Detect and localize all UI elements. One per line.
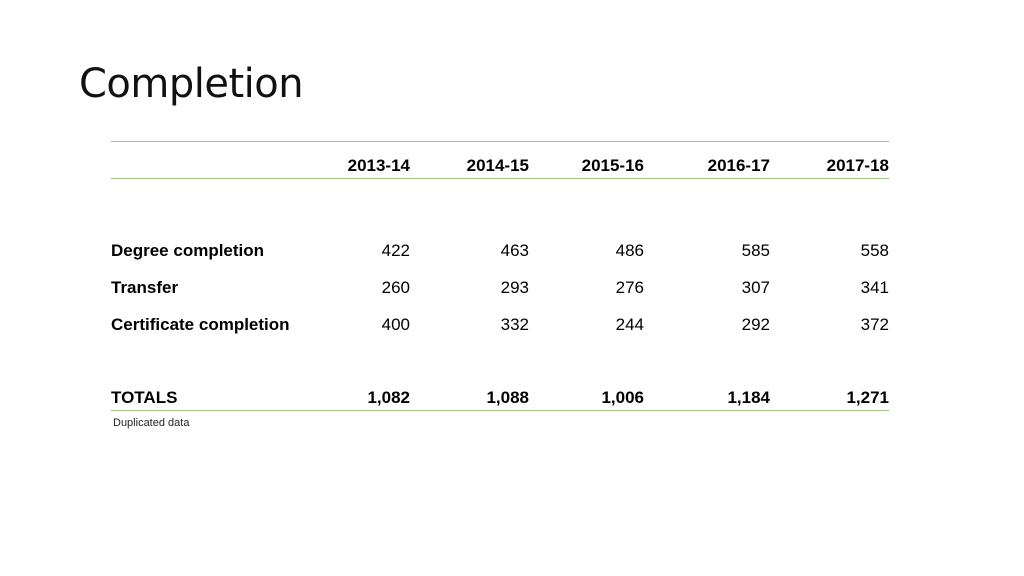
column-header: 2017-18 — [826, 156, 889, 175]
table-row: Transfer 260 293 276 307 341 — [111, 276, 889, 300]
column-header: 2016-17 — [707, 156, 770, 175]
total-cell: 1,082 — [367, 388, 410, 407]
table-cell: 260 — [381, 278, 410, 297]
table-cell: 293 — [500, 278, 529, 297]
table-bottom-rule — [111, 410, 889, 411]
table-cell: 486 — [615, 241, 644, 260]
slide-title: Completion — [79, 61, 304, 107]
table-cell: 341 — [860, 278, 889, 297]
table-cell: 422 — [381, 241, 410, 260]
table-cell: 332 — [500, 315, 529, 334]
table-cell: 558 — [860, 241, 889, 260]
total-cell: 1,088 — [486, 388, 529, 407]
table-header-row: 2013-14 2014-15 2015-16 2016-17 2017-18 — [111, 154, 889, 178]
table-row: Certificate completion 400 332 244 292 3… — [111, 313, 889, 337]
column-header: 2013-14 — [347, 156, 410, 175]
row-label: Degree completion — [111, 241, 265, 260]
table-cell: 585 — [741, 241, 770, 260]
footnote: Duplicated data — [113, 417, 190, 429]
table-row: Degree completion 422 463 486 585 558 — [111, 239, 889, 263]
total-cell: 1,006 — [601, 388, 644, 407]
table-cell: 276 — [615, 278, 644, 297]
table-cell: 244 — [615, 315, 644, 334]
table-cell: 463 — [500, 241, 529, 260]
total-cell: 1,271 — [846, 388, 889, 407]
column-header: 2014-15 — [466, 156, 529, 175]
column-header: 2015-16 — [581, 156, 644, 175]
table-cell: 400 — [381, 315, 410, 334]
table-totals-row: TOTALS 1,082 1,088 1,006 1,184 1,271 — [111, 386, 889, 410]
row-label: Certificate completion — [111, 315, 290, 334]
table-cell: 307 — [741, 278, 770, 297]
row-label: Transfer — [111, 278, 179, 297]
table-header-rule — [111, 178, 889, 179]
total-cell: 1,184 — [727, 388, 770, 407]
table-top-rule — [111, 141, 889, 142]
totals-label: TOTALS — [111, 388, 178, 407]
table-cell: 372 — [860, 315, 889, 334]
table-cell: 292 — [741, 315, 770, 334]
